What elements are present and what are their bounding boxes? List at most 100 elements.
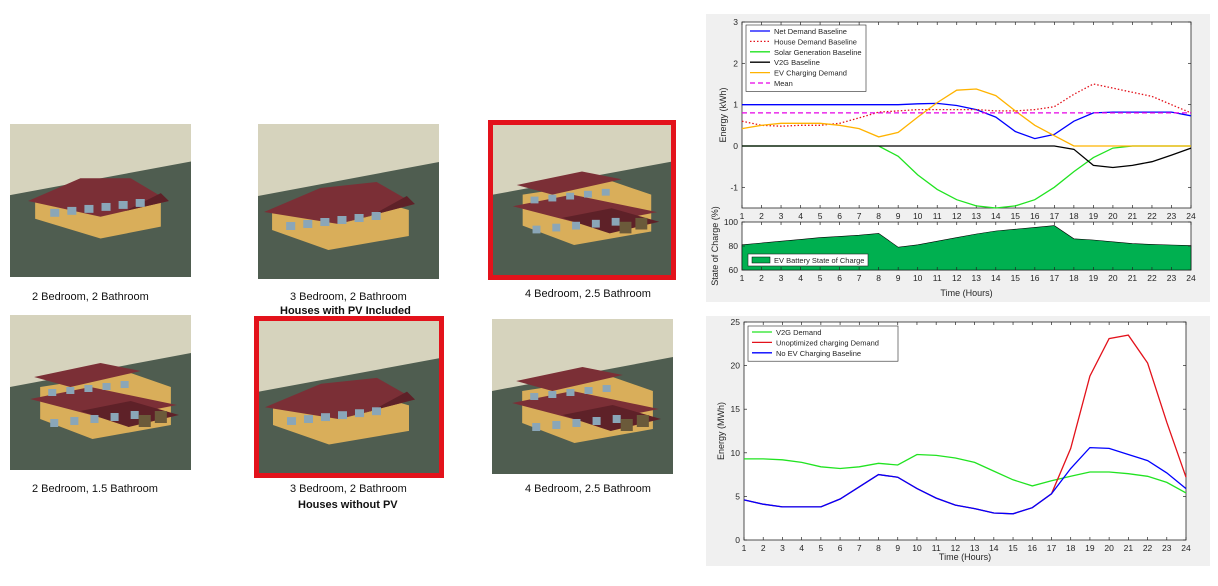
legend-label: Mean — [774, 79, 793, 88]
house-window — [287, 417, 296, 425]
x-tick-label: 8 — [876, 211, 881, 221]
house-window — [591, 219, 600, 228]
house-roof-shade — [80, 401, 179, 427]
x-tick-label: 9 — [896, 273, 901, 283]
x-tick-label: 19 — [1085, 543, 1095, 553]
house-card-2[interactable] — [258, 124, 439, 279]
x-tick-label: 9 — [895, 543, 900, 553]
y-tick-label: 60 — [729, 265, 739, 275]
top-chart-svg: 1 2 3 4 5 6 7 8 9 10 11 12 13 14 15 16 17 18 19 20 21 22 23 24-… — [710, 17, 1196, 298]
house-window — [572, 419, 581, 427]
y-tick-label: 100 — [724, 217, 738, 227]
house-caption-2: 3 Bedroom, 2 Bathroom — [290, 291, 407, 303]
x-tick-label: 15 — [1011, 211, 1021, 221]
y-tick-label: 5 — [735, 491, 740, 501]
legend-label: No EV Charging Baseline — [776, 349, 861, 358]
x-tick-label: 16 — [1028, 543, 1038, 553]
house-window — [102, 383, 111, 390]
soc-y-axis-label: State of Charge (%) — [710, 206, 720, 286]
house-window — [110, 413, 119, 421]
house-window — [66, 387, 75, 394]
house-caption-3: 4 Bedroom, 2.5 Bathroom — [525, 288, 651, 300]
garage-door — [635, 217, 648, 230]
house-caption-1: 2 Bedroom, 2 Bathroom — [32, 291, 149, 303]
x-tick-label: 12 — [952, 211, 962, 221]
x-tick-label: 6 — [837, 211, 842, 221]
house-caption-6: 4 Bedroom, 2.5 Bathroom — [525, 483, 651, 495]
y-tick-label: 0 — [733, 141, 738, 151]
x-tick-label: 5 — [818, 211, 823, 221]
x-tick-label: 6 — [837, 273, 842, 283]
soc-legend-swatch — [751, 256, 771, 264]
x-tick-label: 23 — [1167, 273, 1177, 283]
house-window — [602, 385, 611, 392]
house-window — [548, 194, 557, 202]
house-window — [130, 411, 139, 419]
x-tick-label: 14 — [989, 543, 999, 553]
x-tick-label: 21 — [1128, 211, 1138, 221]
house-caption-4: 2 Bedroom, 1.5 Bathroom — [32, 483, 158, 495]
house-upper-roof — [516, 367, 623, 391]
house-window — [338, 411, 347, 420]
house-window — [583, 190, 592, 198]
x-tick-label: 19 — [1089, 211, 1099, 221]
y-tick-label: 25 — [731, 317, 741, 327]
house-window — [337, 216, 347, 224]
house-window — [592, 417, 601, 425]
y-tick-label: 15 — [731, 404, 741, 414]
x-tick-label: 17 — [1050, 273, 1060, 283]
legend-label: House Demand Baseline — [774, 37, 857, 46]
house-window — [552, 421, 561, 429]
house-render — [259, 321, 439, 473]
garage-door — [636, 415, 649, 427]
y-tick-label: 0 — [735, 535, 740, 545]
house-roof-shade — [338, 196, 415, 224]
x-tick-label: 21 — [1128, 273, 1138, 283]
x-tick-label: 13 — [972, 211, 982, 221]
bottom-series-1 — [744, 453, 1187, 494]
group-label-without-pv: Houses without PV — [298, 499, 398, 511]
legend-label: Unoptimized charging Demand — [776, 338, 879, 347]
house-window — [303, 220, 313, 228]
x-tick-label: 24 — [1186, 211, 1196, 221]
x-tick-label: 10 — [913, 273, 923, 283]
house-card-1[interactable] — [10, 124, 191, 277]
x-tick-label: 23 — [1167, 211, 1177, 221]
x-tick-label: 3 — [779, 273, 784, 283]
house-window — [101, 202, 111, 211]
x-tick-label: 22 — [1143, 543, 1153, 553]
y-tick-label: 2 — [733, 58, 738, 68]
y-tick-label: -1 — [730, 182, 738, 192]
x-tick-label: 12 — [952, 273, 962, 283]
x-tick-label: 15 — [1008, 543, 1018, 553]
house-upper-roof — [34, 363, 141, 387]
house-card-6[interactable] — [492, 319, 673, 474]
legend-label: EV Charging Demand — [774, 69, 847, 78]
x-tick-label: 13 — [972, 273, 982, 283]
top-series-4 — [742, 145, 1192, 169]
top-series-1 — [742, 102, 1192, 140]
house-render — [10, 124, 191, 277]
x-tick-label: 10 — [913, 211, 923, 221]
house-window — [120, 381, 129, 388]
x-tick-label: 7 — [857, 543, 862, 553]
house-card-3[interactable] — [488, 120, 676, 280]
x-tick-label: 14 — [991, 211, 1001, 221]
top-y-axis-label: Energy (kWh) — [718, 87, 728, 142]
house-window — [530, 196, 539, 204]
house-window — [67, 206, 77, 215]
x-tick-label: 3 — [779, 211, 784, 221]
x-tick-label: 21 — [1124, 543, 1134, 553]
house-window — [611, 217, 620, 226]
x-tick-label: 22 — [1147, 211, 1157, 221]
house-card-4[interactable] — [10, 315, 191, 470]
x-tick-label: 15 — [1011, 273, 1021, 283]
soc-legend-label: EV Battery State of Charge — [774, 256, 864, 265]
house-card-5[interactable] — [254, 316, 444, 478]
house-window — [48, 389, 57, 396]
x-tick-label: 3 — [780, 543, 785, 553]
house-window — [532, 225, 541, 234]
x-tick-label: 18 — [1069, 273, 1079, 283]
legend-label: V2G Demand — [776, 328, 821, 337]
y-tick-label: 20 — [731, 361, 741, 371]
